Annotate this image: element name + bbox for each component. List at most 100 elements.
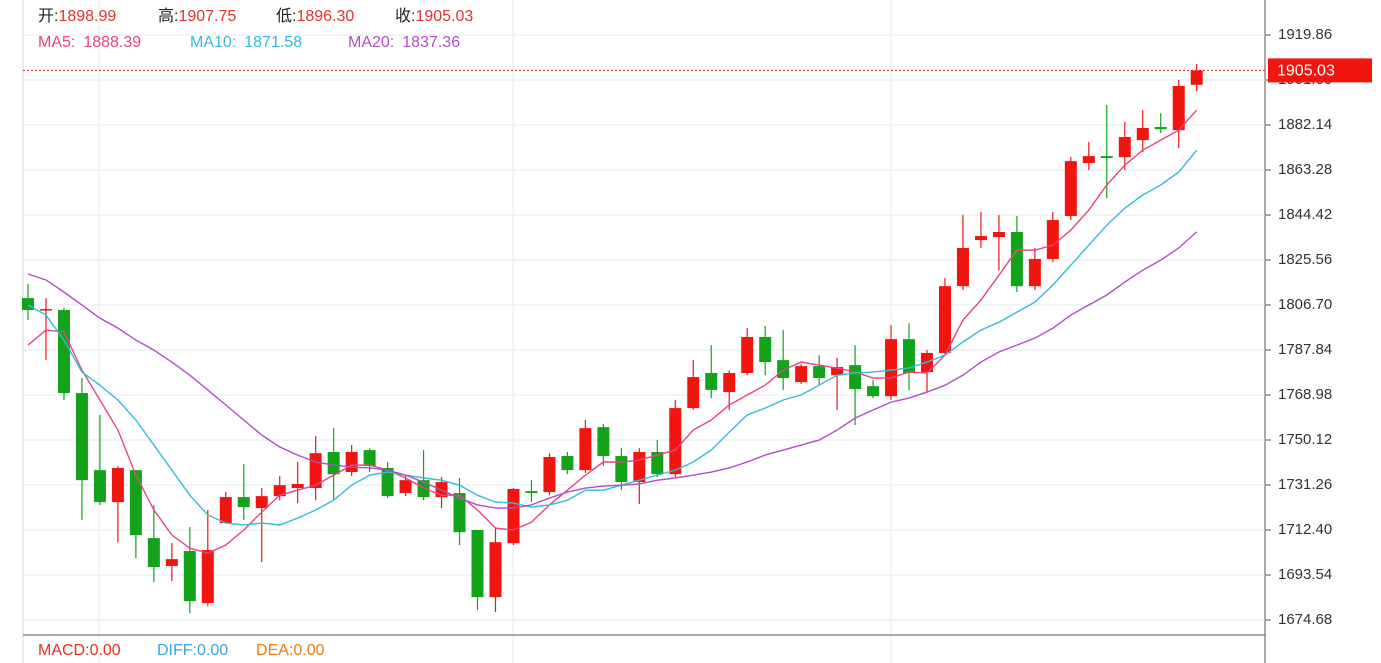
quote-label: 高: — [158, 7, 178, 25]
candle-body — [597, 427, 610, 457]
candle-body — [1190, 70, 1203, 85]
quote-label: 开: — [38, 8, 58, 25]
y-tick-label: 1787.84 — [1278, 341, 1332, 358]
quote-value: 1907.75 — [178, 8, 236, 25]
indicator-label: MACD: — [38, 642, 90, 659]
y-tick-label: 1863.28 — [1278, 161, 1332, 178]
y-tick-label: 1731.26 — [1278, 476, 1332, 493]
candle-body — [831, 367, 844, 376]
candle-body — [75, 393, 88, 481]
candle-body — [1118, 137, 1131, 158]
indicator: DIFF:0.00 — [157, 642, 228, 659]
candle-body — [219, 497, 232, 524]
candle-body — [885, 339, 898, 397]
indicator-value: 0.00 — [197, 642, 228, 659]
candle-body — [813, 366, 826, 379]
y-tick-label: 1768.98 — [1278, 386, 1332, 403]
candle-body — [651, 451, 664, 475]
candle-body — [974, 236, 987, 241]
candle-body — [1100, 156, 1113, 159]
candle-body — [992, 231, 1005, 238]
candle-body — [543, 457, 556, 493]
y-tick-label: 1712.40 — [1278, 521, 1332, 538]
candle-body — [525, 491, 538, 494]
candle-body — [903, 339, 916, 374]
ma-line — [27, 231, 1198, 509]
legend-label: MA10: — [190, 34, 236, 51]
price-tag-label: 1905.03 — [1277, 63, 1335, 80]
legend-entry: MA5: 1888.39 — [38, 34, 141, 51]
candle-body — [669, 408, 682, 475]
candle-body — [399, 480, 412, 494]
candle-body — [93, 470, 106, 503]
candle-body — [111, 467, 124, 503]
candle-body — [1154, 127, 1167, 130]
y-tick-label: 1750.12 — [1278, 431, 1332, 448]
candle-body — [165, 559, 178, 567]
indicator-value: 0.00 — [90, 642, 121, 659]
candle-body — [723, 373, 736, 393]
candle-body — [849, 365, 862, 389]
candle-body — [615, 456, 628, 483]
legend-entry: MA10: 1871.58 — [190, 34, 302, 51]
candle-body — [795, 366, 808, 383]
legend-value: 1871.58 — [244, 34, 302, 51]
candle-body — [1172, 85, 1185, 131]
candle-body — [507, 488, 520, 544]
ma-line — [27, 149, 1198, 526]
candle-body — [237, 497, 250, 508]
quote: 低:1896.30 — [276, 7, 354, 25]
candle-body — [705, 373, 718, 390]
candle-body — [345, 451, 358, 473]
candle-body — [741, 336, 754, 374]
candle-body — [22, 298, 34, 311]
candle-body — [633, 451, 646, 483]
quote-label: 低: — [276, 7, 296, 25]
indicator: MACD:0.00 — [38, 642, 121, 659]
candle-body — [39, 309, 52, 311]
legend-label: MA5: — [38, 34, 75, 51]
candle-body — [777, 360, 790, 379]
candle-body — [1064, 161, 1077, 217]
ma-line — [27, 109, 1198, 554]
candle-body — [1010, 231, 1023, 287]
quote-label: 收: — [395, 7, 415, 25]
quote-value: 1896.30 — [296, 8, 354, 25]
candle-body — [1082, 156, 1095, 164]
candle-body — [201, 550, 214, 604]
indicator-label: DIFF: — [157, 642, 197, 659]
quote-value: 1898.99 — [58, 8, 116, 25]
quote: 高:1907.75 — [158, 7, 236, 25]
candle-body — [489, 542, 502, 598]
candle-body — [561, 456, 574, 471]
candle-body — [759, 336, 772, 363]
y-tick-label: 1806.70 — [1278, 296, 1332, 313]
indicator: DEA:0.00 — [256, 642, 325, 659]
quote-value: 1905.03 — [415, 8, 473, 25]
y-tick-label: 1919.86 — [1278, 26, 1332, 43]
candle-body — [1136, 127, 1149, 141]
quote: 开:1898.99 — [38, 8, 116, 25]
y-tick-label: 1674.68 — [1278, 611, 1332, 628]
y-tick-label: 1844.42 — [1278, 206, 1332, 223]
candle-body — [363, 450, 376, 467]
indicator-label: DEA: — [256, 642, 293, 659]
candle-body — [183, 551, 196, 602]
candle-body — [956, 247, 969, 287]
price-tag — [1268, 58, 1372, 83]
candle-body — [1028, 258, 1041, 287]
candle-body — [453, 493, 466, 533]
candle-body — [687, 377, 700, 409]
candle-body — [1046, 220, 1059, 259]
candle-body — [57, 310, 70, 394]
candle-body — [291, 483, 304, 489]
candle-body — [327, 451, 340, 475]
y-tick-label: 1882.14 — [1278, 116, 1332, 133]
y-tick-label: 1693.54 — [1278, 566, 1332, 583]
candle-body — [867, 386, 880, 397]
legend-label: MA20: — [348, 34, 394, 51]
candle-body — [147, 538, 160, 567]
indicator-value: 0.00 — [293, 642, 324, 659]
